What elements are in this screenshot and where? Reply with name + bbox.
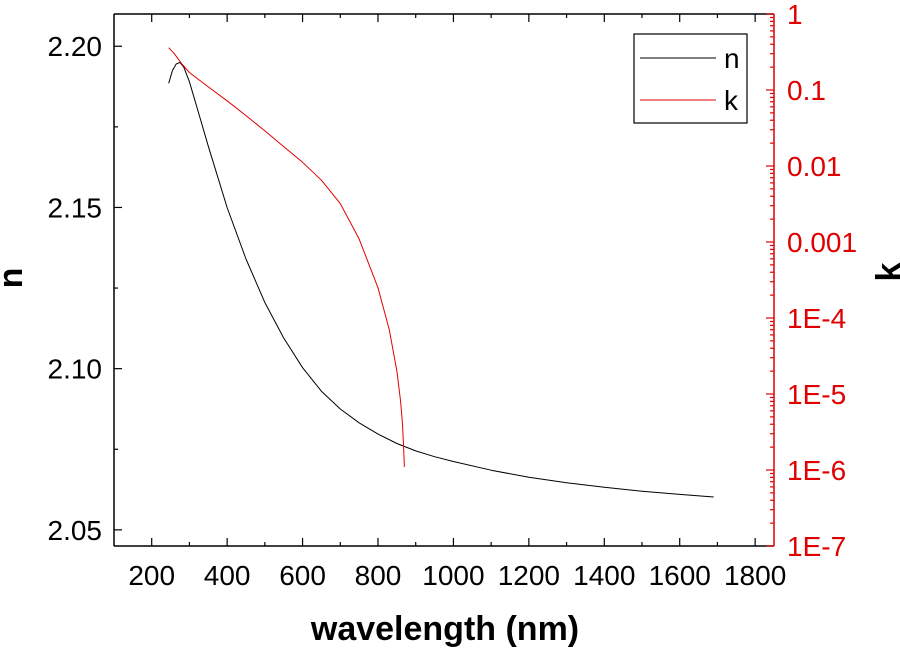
plot-frame — [113, 13, 775, 547]
series-line-k — [168, 47, 405, 467]
y2-tick-label: 1E-5 — [787, 379, 846, 410]
y2-tick-label: 1E-6 — [787, 455, 846, 486]
legend: n k — [633, 33, 748, 124]
x-tick-label: 1600 — [649, 560, 711, 591]
legend-box — [633, 33, 748, 124]
y2-axis-title: k — [870, 262, 900, 281]
x-tick-label: 1000 — [422, 560, 484, 591]
legend-label-n: n — [724, 43, 740, 74]
x-tick-label: 1200 — [498, 560, 560, 591]
y2-tick-label: 1E-4 — [787, 303, 846, 334]
y-tick-label: 2.10 — [48, 354, 103, 385]
x-tick-label: 1800 — [724, 560, 786, 591]
y2-tick-label: 0.01 — [787, 151, 842, 182]
series-line-n — [168, 61, 714, 498]
x-tick-label: 400 — [204, 560, 251, 591]
legend-label-k: k — [724, 85, 739, 116]
y2-tick-label: 1 — [787, 0, 803, 30]
y-axis-title: n — [0, 268, 30, 289]
y-axis-left: 2.05 2.10 2.15 2.20 — [48, 31, 122, 546]
y2-tick-label: 0.001 — [787, 227, 857, 258]
y-tick-label: 2.05 — [48, 515, 103, 546]
x-axis: 200 400 600 800 1000 1200 1400 1600 1800 — [128, 14, 786, 591]
y-tick-label: 2.20 — [48, 31, 103, 62]
x-tick-label: 600 — [279, 560, 326, 591]
y2-tick-label: 0.1 — [787, 75, 826, 106]
x-tick-label: 1400 — [573, 560, 635, 591]
x-axis-title: wavelength (nm) — [310, 610, 579, 648]
x-tick-label: 800 — [355, 560, 402, 591]
y-tick-label: 2.15 — [48, 192, 103, 223]
series-layer — [168, 47, 714, 498]
y-axis-right: 1E-7 1E-6 1E-5 1E-4 0.001 0.01 0.1 1 — [766, 0, 857, 562]
y2-tick-label: 1E-7 — [787, 531, 846, 562]
x-tick-label: 200 — [128, 560, 175, 591]
